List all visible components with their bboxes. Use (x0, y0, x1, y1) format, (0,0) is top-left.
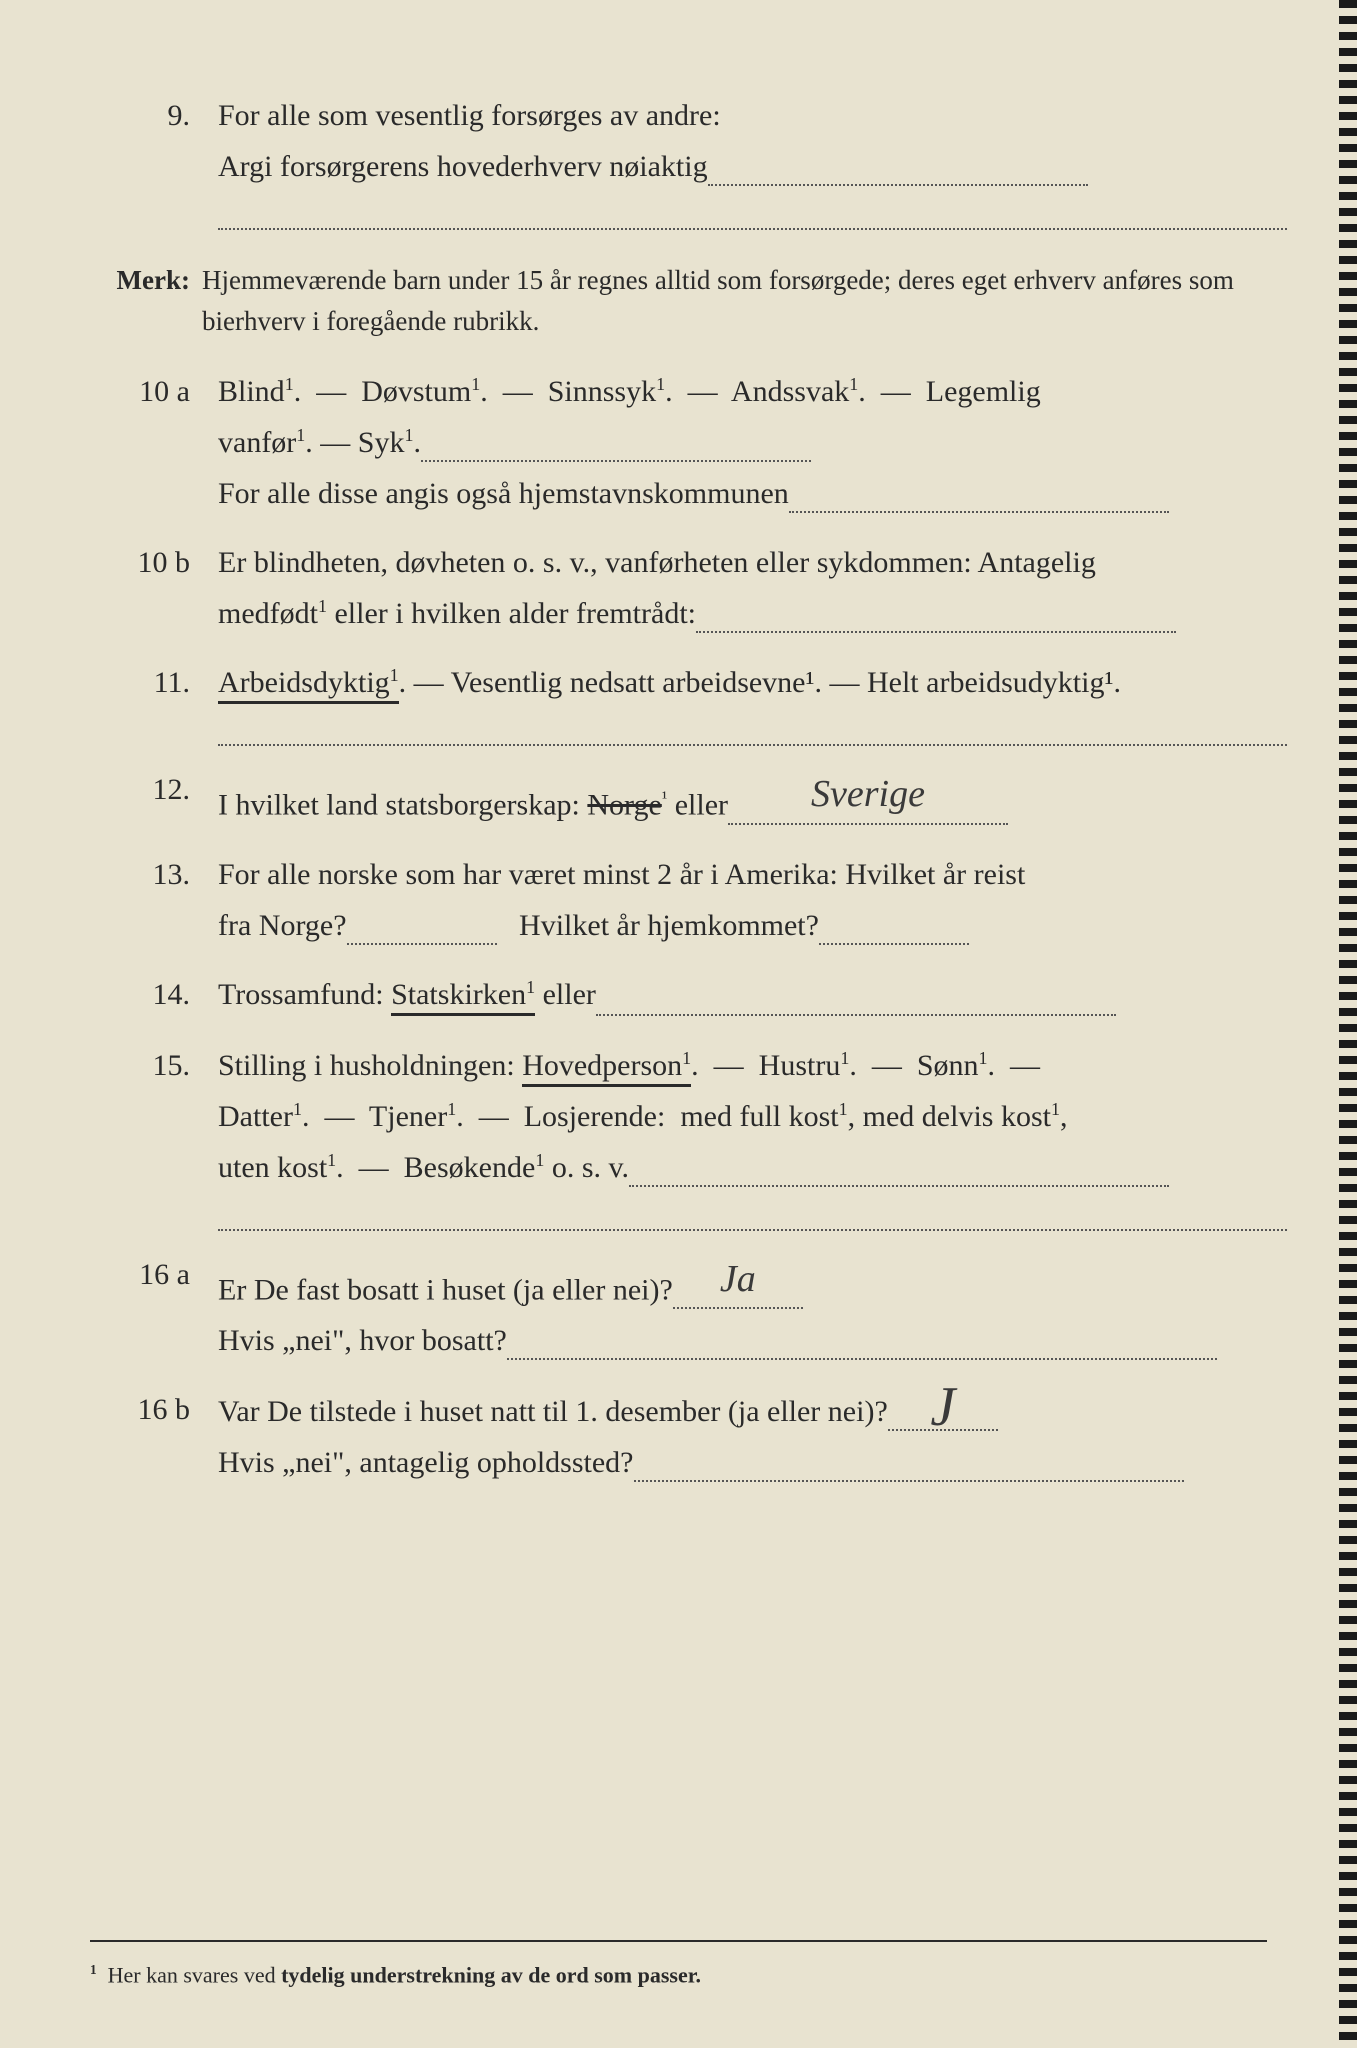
q9-line2: Argi forsørgerens hovederhverv nøiaktig (218, 141, 1287, 192)
question-9: 9. For alle som vesentlig forsørges av a… (90, 90, 1287, 230)
fill-line (507, 1358, 1217, 1360)
q14-underlined: Statskirken1 (391, 978, 535, 1016)
q16a-number: 16 a (90, 1249, 218, 1367)
fill-line (421, 460, 811, 462)
q15-line3: uten kost1. — Besøkende1 o. s. v. (218, 1142, 1287, 1193)
q13-content: For alle norske som har været minst 2 år… (218, 849, 1287, 951)
q11-content: Arbeidsdyktig1. — Vesentlig nedsatt arbe… (218, 657, 1287, 746)
q16b-number: 16 b (90, 1384, 218, 1488)
fill-line: Sverige (728, 758, 1008, 825)
fill-line (218, 200, 1287, 230)
fill-line (634, 1480, 1184, 1482)
q9-number: 9. (90, 90, 218, 230)
q16b-line2: Hvis „nei", antagelig opholdssted? (218, 1437, 1287, 1488)
q14-content: Trossamfund: Statskirken1 eller (218, 969, 1287, 1022)
question-16b: 16 b Var De tilstede i huset natt til 1.… (90, 1384, 1287, 1488)
q14-number: 14. (90, 969, 218, 1022)
q13-number: 13. (90, 849, 218, 951)
q11-rest: . — Vesentlig nedsatt arbeidsevne¹. — He… (399, 666, 1121, 699)
q11-underlined: Arbeidsdyktig1 (218, 666, 399, 704)
fill-line (629, 1185, 1169, 1187)
q16b-line1: Var De tilstede i huset natt til 1. dese… (218, 1384, 1287, 1437)
fill-line (218, 1201, 1287, 1231)
q15-line1: Stilling i husholdningen: Hovedperson1. … (218, 1040, 1287, 1091)
footnote: 1 Her kan svares ved tydelig understrekn… (90, 1940, 1267, 1988)
q12-content: I hvilket land statsborgerskap: Norge¹ e… (218, 764, 1287, 831)
q15-underlined: Hovedperson1 (522, 1049, 691, 1087)
fill-line (789, 511, 1169, 513)
question-10a: 10 a Blind1. — Døvstum1. — Sinnssyk1. — … (90, 366, 1287, 519)
q10b-number: 10 b (90, 537, 218, 639)
q10b-content: Er blindheten, døvheten o. s. v., vanfør… (218, 537, 1287, 639)
fill-line: J (888, 1378, 998, 1431)
q12-number: 12. (90, 764, 218, 831)
q16a-line2: Hvis „nei", hvor bosatt? (218, 1315, 1287, 1366)
fill-line (696, 631, 1176, 633)
merk-note: Merk: Hjemmeværende barn under 15 år reg… (90, 260, 1287, 341)
question-15: 15. Stilling i husholdningen: Hovedperso… (90, 1040, 1287, 1231)
q15-line2: Datter1. — Tjener1. — Losjerende: med fu… (218, 1091, 1287, 1142)
document-page: 9. For alle som vesentlig forsørges av a… (0, 0, 1357, 2048)
q16a-line1: Er De fast bosatt i huset (ja eller nei)… (218, 1249, 1287, 1316)
q12-handwritten: Sverige (811, 773, 925, 815)
q10a-line3: For alle disse angis også hjemstavnskomm… (218, 468, 1287, 519)
merk-text: Hjemmeværende barn under 15 år regnes al… (202, 260, 1287, 341)
fill-line (708, 184, 1088, 186)
question-14: 14. Trossamfund: Statskirken1 eller (90, 969, 1287, 1022)
merk-label: Merk: (90, 260, 202, 341)
q10a-line1: Blind1. — Døvstum1. — Sinnssyk1. — Andss… (218, 366, 1287, 417)
q10a-number: 10 a (90, 366, 218, 519)
fill-line (218, 716, 1287, 746)
q10a-content: Blind1. — Døvstum1. — Sinnssyk1. — Andss… (218, 366, 1287, 519)
q10b-line1: Er blindheten, døvheten o. s. v., vanfør… (218, 537, 1287, 588)
fill-line (596, 1014, 1116, 1016)
fill-line: Ja (673, 1243, 803, 1310)
q10a-line2: vanfør1. — Syk1. (218, 417, 1287, 468)
q13-line1: For alle norske som har været minst 2 år… (218, 849, 1287, 900)
q16a-handwritten: Ja (720, 1258, 756, 1300)
q9-line1: For alle som vesentlig forsørges av andr… (218, 90, 1287, 141)
q11-number: 11. (90, 657, 218, 746)
q12-struck: Norge (587, 789, 661, 822)
question-13: 13. For alle norske som har været minst … (90, 849, 1287, 951)
question-16a: 16 a Er De fast bosatt i huset (ja eller… (90, 1249, 1287, 1367)
footnote-bold: tydelig understrekning av de ord som pas… (281, 1962, 701, 1987)
q16a-content: Er De fast bosatt i huset (ja eller nei)… (218, 1249, 1287, 1367)
fill-line (347, 943, 497, 945)
q15-content: Stilling i husholdningen: Hovedperson1. … (218, 1040, 1287, 1231)
q16b-handwritten: J (930, 1393, 955, 1421)
fill-line (819, 943, 969, 945)
q10b-line2: medfødt1 eller i hvilken alder fremtrådt… (218, 588, 1287, 639)
question-12: 12. I hvilket land statsborgerskap: Norg… (90, 764, 1287, 831)
question-10b: 10 b Er blindheten, døvheten o. s. v., v… (90, 537, 1287, 639)
q13-line2: fra Norge? Hvilket år hjemkommet? (218, 900, 1287, 951)
q9-content: For alle som vesentlig forsørges av andr… (218, 90, 1287, 230)
q16b-content: Var De tilstede i huset natt til 1. dese… (218, 1384, 1287, 1488)
question-11: 11. Arbeidsdyktig1. — Vesentlig nedsatt … (90, 657, 1287, 746)
q15-number: 15. (90, 1040, 218, 1231)
